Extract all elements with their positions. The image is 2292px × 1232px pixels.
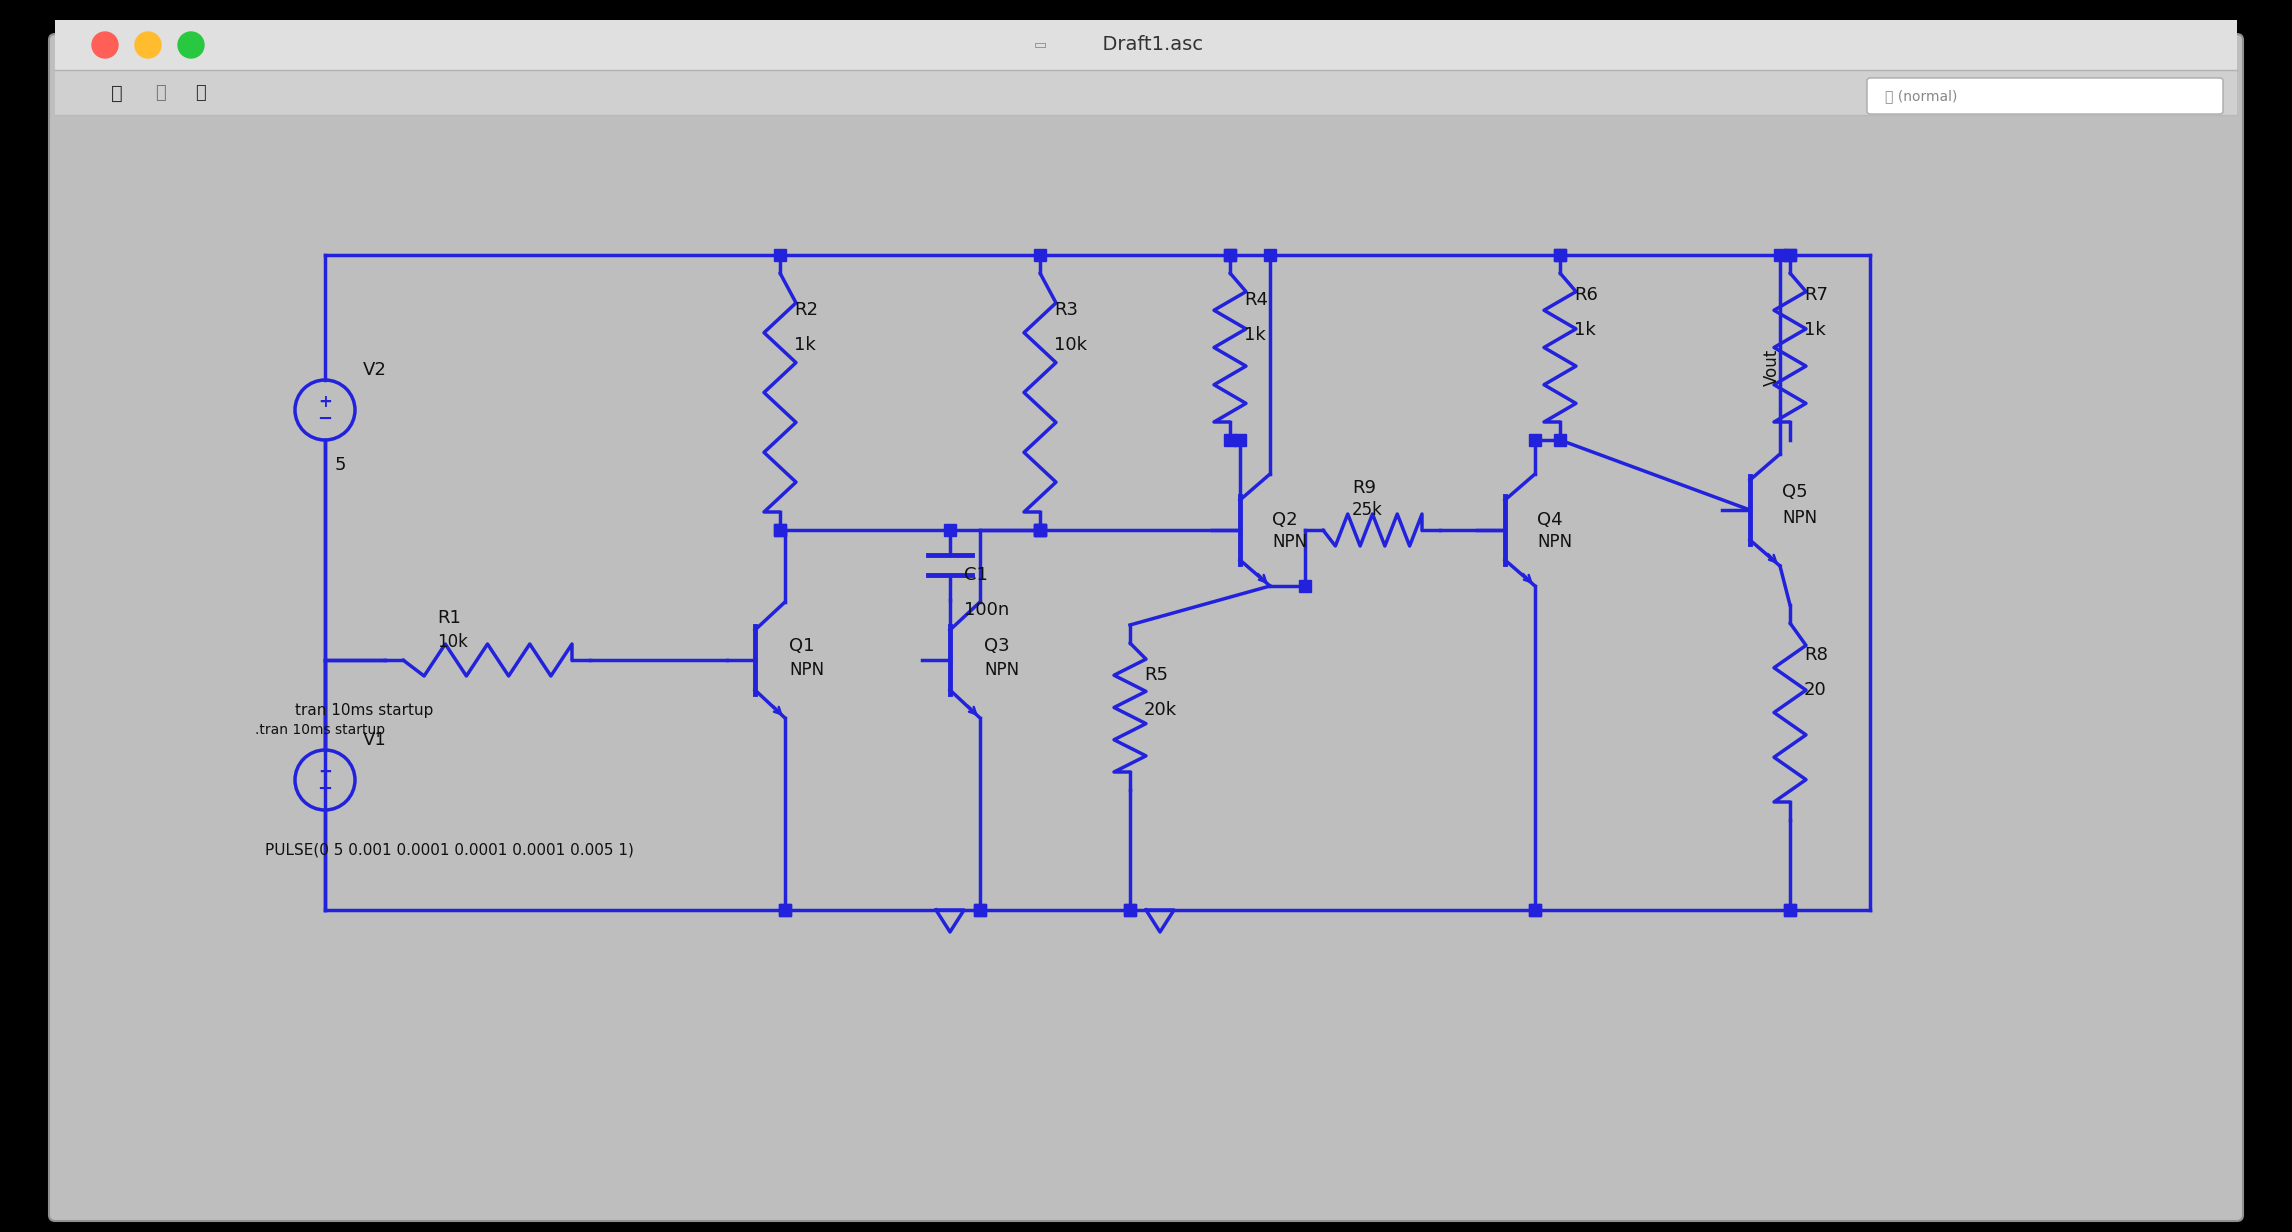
Text: 5: 5 <box>335 456 346 474</box>
Text: R6: R6 <box>1575 286 1598 304</box>
Text: +: + <box>319 393 332 411</box>
Text: R1: R1 <box>438 609 461 627</box>
Text: Q1: Q1 <box>788 637 814 655</box>
Text: 10k: 10k <box>1054 336 1086 354</box>
Text: 20k: 20k <box>1144 701 1178 719</box>
Text: −: − <box>316 780 332 798</box>
Circle shape <box>179 32 204 58</box>
Text: 1k: 1k <box>793 336 816 354</box>
Text: 10k: 10k <box>438 633 468 650</box>
Text: Q2: Q2 <box>1272 511 1297 529</box>
FancyBboxPatch shape <box>55 20 2237 70</box>
Text: 🔍 (normal): 🔍 (normal) <box>1884 89 1957 103</box>
Text: R3: R3 <box>1054 301 1077 319</box>
Bar <box>55 70 2237 115</box>
Text: NPN: NPN <box>983 662 1020 679</box>
Text: Draft1.asc: Draft1.asc <box>1089 36 1203 54</box>
Text: V1: V1 <box>362 731 387 749</box>
Text: −: − <box>316 410 332 428</box>
Text: R2: R2 <box>793 301 818 319</box>
Text: 1k: 1k <box>1575 322 1595 339</box>
Text: 🖐: 🖐 <box>154 84 165 102</box>
Text: .tran 10ms startup: .tran 10ms startup <box>254 723 385 737</box>
Text: V2: V2 <box>362 361 387 379</box>
Text: 25k: 25k <box>1352 501 1382 519</box>
Text: ▭: ▭ <box>1034 37 1047 51</box>
Text: NPN: NPN <box>788 662 825 679</box>
Text: R8: R8 <box>1804 646 1829 664</box>
Text: 🏃: 🏃 <box>110 84 124 102</box>
Circle shape <box>92 32 117 58</box>
FancyBboxPatch shape <box>48 34 2244 1221</box>
Text: tran 10ms startup: tran 10ms startup <box>296 702 433 717</box>
Text: C1: C1 <box>965 565 988 584</box>
Text: NPN: NPN <box>1272 533 1306 551</box>
Text: NPN: NPN <box>1781 509 1818 527</box>
Text: 1k: 1k <box>1245 326 1265 344</box>
Circle shape <box>135 32 160 58</box>
Text: Vout: Vout <box>1763 349 1781 386</box>
Text: PULSE(0 5 0.001 0.0001 0.0001 0.0001 0.005 1): PULSE(0 5 0.001 0.0001 0.0001 0.0001 0.0… <box>266 843 635 857</box>
FancyBboxPatch shape <box>1868 78 2223 115</box>
Text: 100n: 100n <box>965 601 1008 618</box>
Text: NPN: NPN <box>1538 533 1572 551</box>
Text: +: + <box>319 763 332 781</box>
Text: R5: R5 <box>1144 667 1169 684</box>
Text: 1k: 1k <box>1804 322 1827 339</box>
Text: Q4: Q4 <box>1538 511 1563 529</box>
Text: 20: 20 <box>1804 681 1827 699</box>
Text: Q5: Q5 <box>1781 483 1808 501</box>
Text: R4: R4 <box>1245 291 1267 309</box>
Text: R9: R9 <box>1352 479 1375 496</box>
Text: Q3: Q3 <box>983 637 1008 655</box>
Text: R7: R7 <box>1804 286 1829 304</box>
Text: 🍄: 🍄 <box>195 84 206 102</box>
